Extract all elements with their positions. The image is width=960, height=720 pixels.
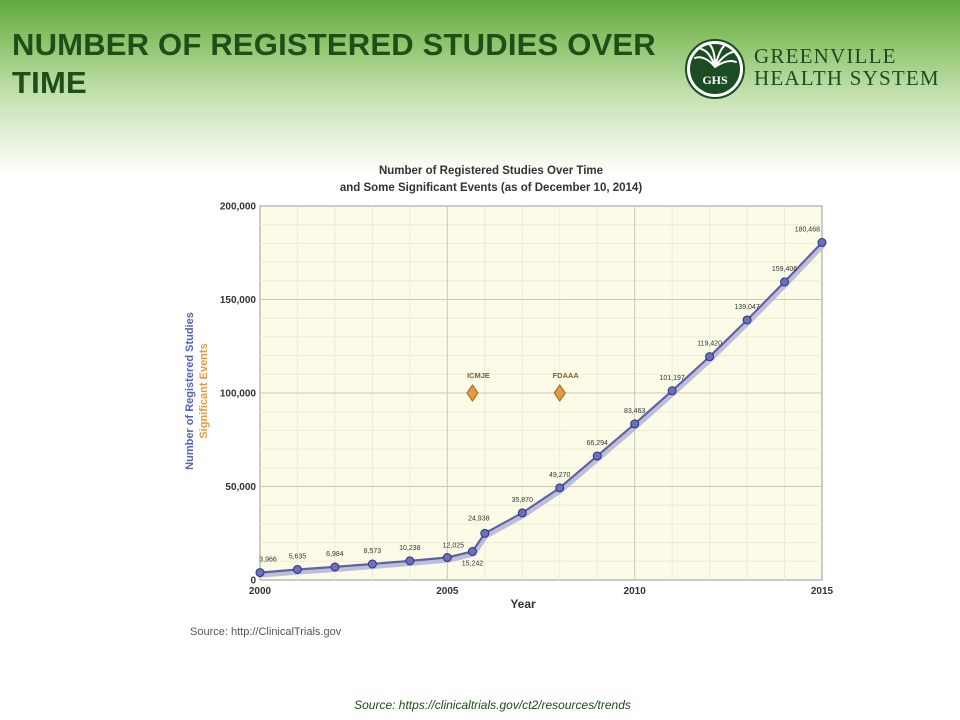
svg-text:GHS: GHS <box>702 73 728 87</box>
data-label: 119,420 <box>697 341 722 348</box>
data-point <box>480 528 490 538</box>
data-point <box>742 315 752 325</box>
data-label: 3,966 <box>259 557 277 564</box>
data-label: 159,406 <box>772 266 797 273</box>
logo-line-2: HEALTH SYSTEM <box>754 66 940 90</box>
chart: Number of Registered Studies Over Time an… <box>170 155 850 655</box>
chart-title-line: Number of Registered Studies Over Time <box>379 165 603 177</box>
x-axis-label: Year <box>510 597 536 611</box>
y-axis-label-events: Significant Events <box>198 343 210 438</box>
data-label: 49,270 <box>549 472 571 479</box>
data-point <box>630 419 640 429</box>
event-label: FDAAA <box>553 371 580 380</box>
data-point <box>255 568 265 578</box>
data-point <box>592 451 602 461</box>
y-tick-label: 200,000 <box>220 202 257 213</box>
data-point <box>555 483 565 493</box>
data-label: 5,635 <box>289 553 307 560</box>
slide-source: Source: https://clinicaltrials.gov/ct2/r… <box>354 698 631 712</box>
data-point <box>780 277 790 287</box>
event-marker <box>466 384 479 402</box>
x-tick-label: 2000 <box>249 586 272 597</box>
y-axis-label: Number of Registered Studies <box>184 312 196 470</box>
data-label: 6,984 <box>326 551 344 558</box>
data-label: 139,047 <box>734 304 759 311</box>
ghs-logo: GHS GREENVILLE HEALTH SYSTEM <box>684 36 944 102</box>
data-label: 101,197 <box>659 375 684 382</box>
data-point <box>292 564 302 574</box>
data-label: 83,463 <box>624 408 646 415</box>
y-tick-label: 50,000 <box>225 482 256 493</box>
event-label: ICMJE <box>467 371 490 380</box>
chart-svg: Number of Registered Studies Over Time an… <box>184 165 834 611</box>
data-label: 12,025 <box>443 543 465 550</box>
event-marker <box>553 384 566 402</box>
data-label: 10,238 <box>399 545 421 552</box>
data-label: 66,294 <box>586 440 608 447</box>
data-point <box>705 352 715 362</box>
data-label: 8,573 <box>364 548 382 555</box>
ghs-emblem-icon: GHS <box>685 39 745 99</box>
page-title: NUMBER OF REGISTERED STUDIES OVER TIME <box>12 27 656 100</box>
header-band <box>0 0 960 175</box>
data-point <box>517 508 527 518</box>
data-point <box>442 553 452 563</box>
x-tick-label: 2005 <box>436 586 459 597</box>
data-point <box>467 546 477 556</box>
data-label: 180,468 <box>795 227 820 234</box>
y-tick-label: 150,000 <box>220 295 257 306</box>
data-label: 35,870 <box>512 497 534 504</box>
chart-source: Source: http://ClinicalTrials.gov <box>190 626 342 638</box>
data-label: 24,938 <box>468 515 490 522</box>
data-point <box>367 559 377 569</box>
y-tick-label: 0 <box>250 576 256 587</box>
data-label: 15,242 <box>462 560 484 567</box>
chart-title-line: and Some Significant Events (as of Decem… <box>340 182 642 194</box>
logo-line-1: GREENVILLE <box>754 44 897 68</box>
data-point <box>405 556 415 566</box>
data-point <box>667 386 677 396</box>
data-point <box>330 562 340 572</box>
x-tick-label: 2010 <box>624 586 647 597</box>
x-tick-label: 2015 <box>811 586 834 597</box>
data-point <box>817 238 827 248</box>
y-tick-label: 100,000 <box>220 389 257 400</box>
